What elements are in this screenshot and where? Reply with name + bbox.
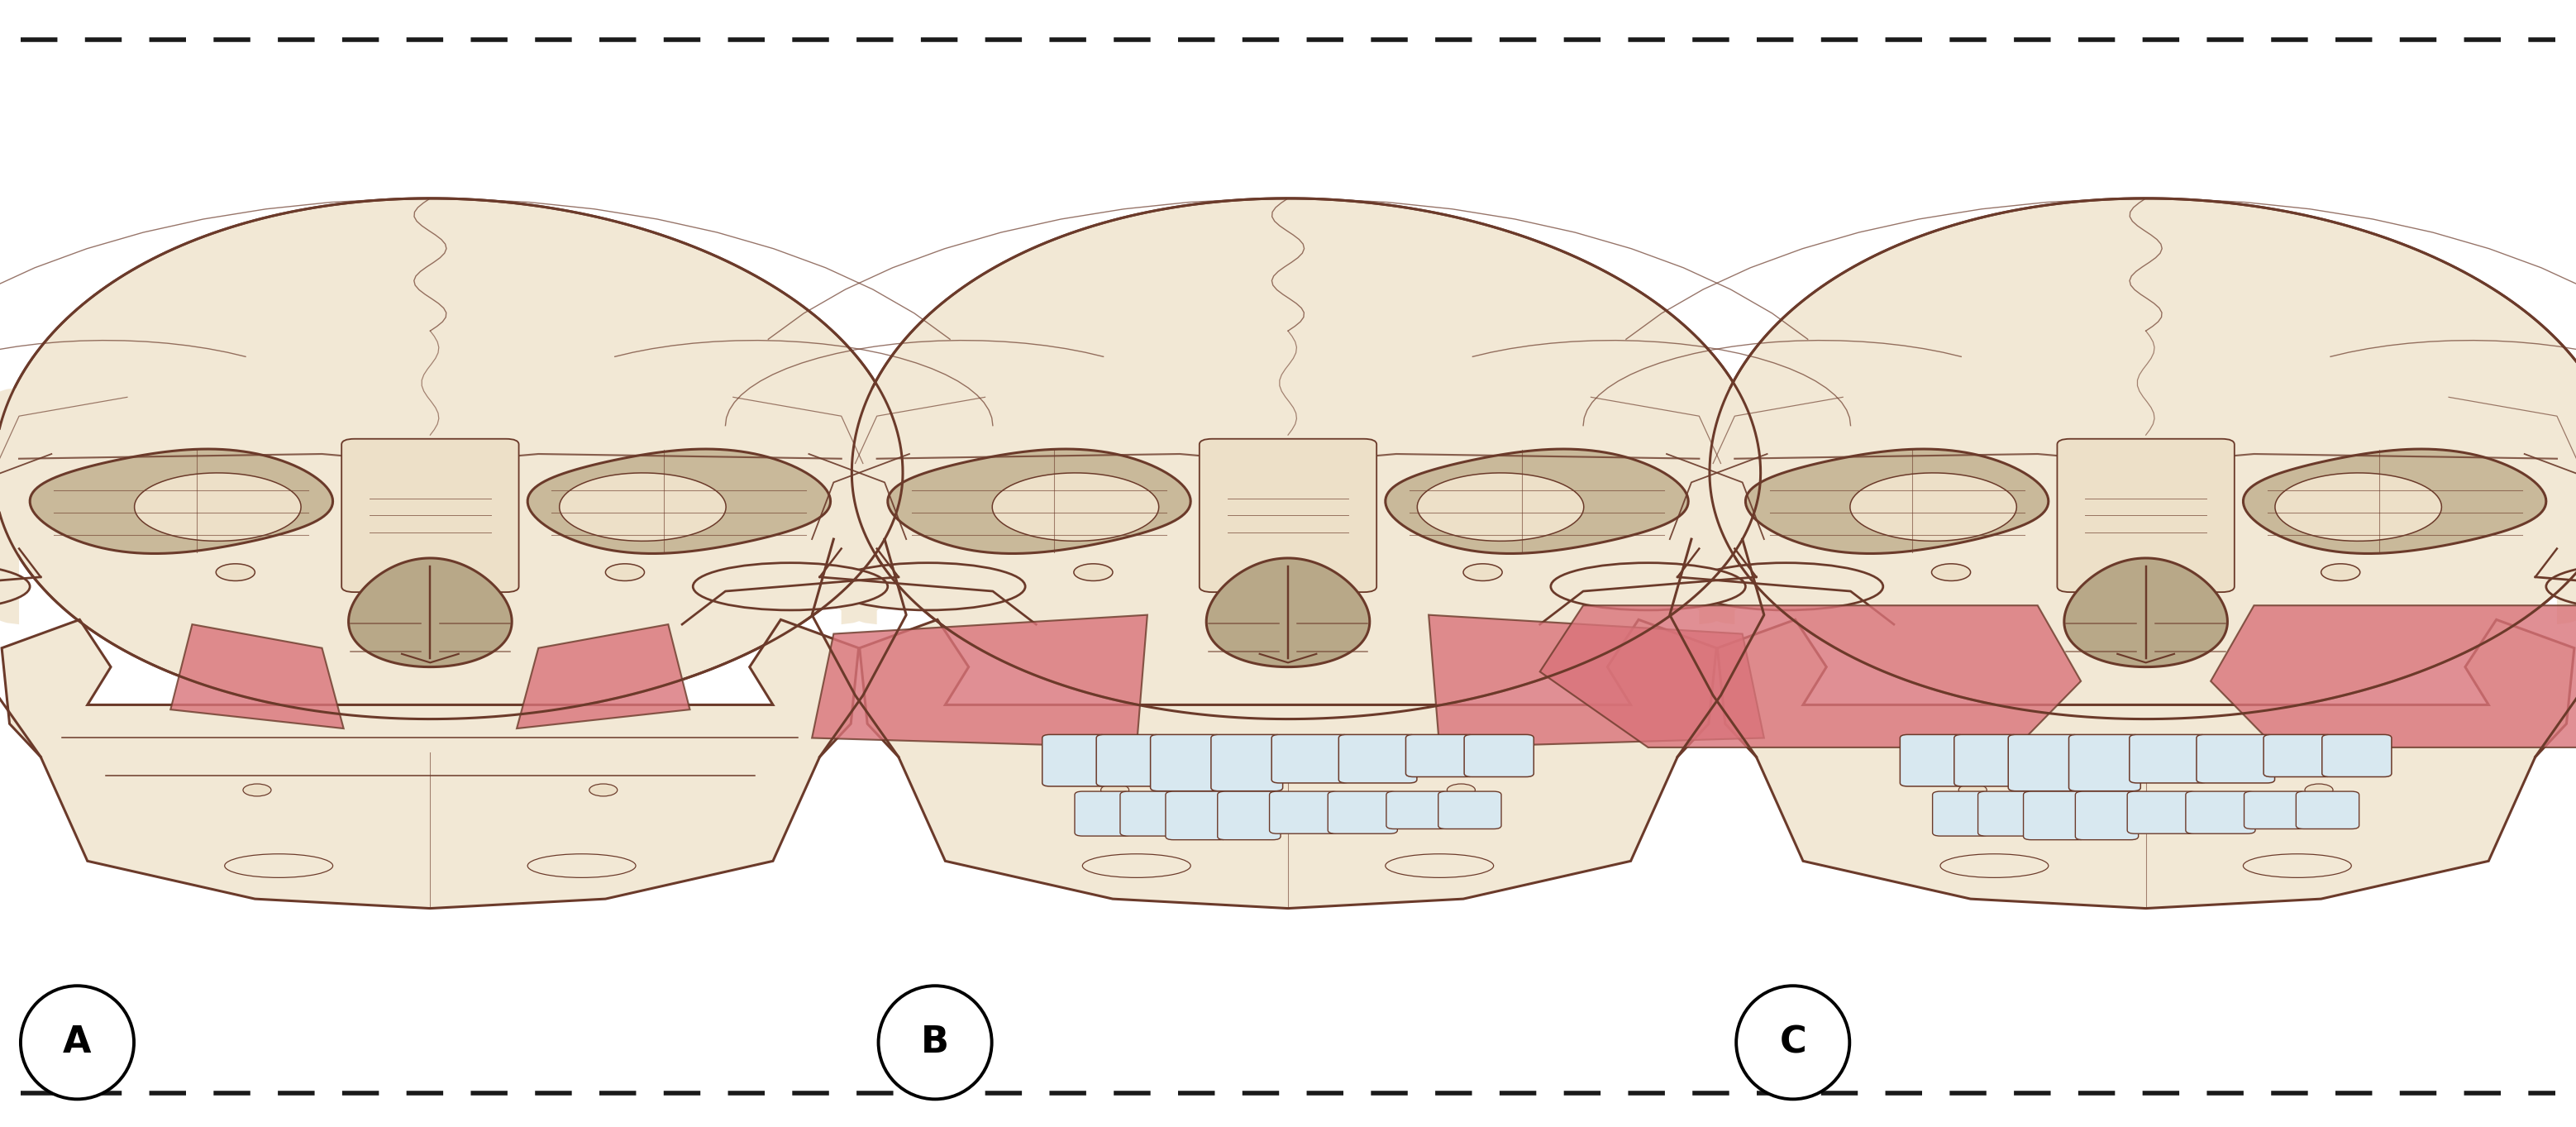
- Polygon shape: [3, 620, 858, 908]
- Polygon shape: [2558, 388, 2576, 624]
- Text: B: B: [922, 1024, 948, 1061]
- FancyBboxPatch shape: [1437, 791, 1502, 829]
- Polygon shape: [134, 473, 301, 541]
- Polygon shape: [811, 615, 1146, 747]
- Polygon shape: [801, 388, 876, 624]
- Circle shape: [2306, 784, 2334, 796]
- Circle shape: [1958, 784, 1986, 796]
- FancyBboxPatch shape: [1074, 791, 1131, 836]
- FancyBboxPatch shape: [1218, 791, 1280, 840]
- FancyBboxPatch shape: [343, 438, 518, 592]
- Ellipse shape: [693, 562, 889, 610]
- Polygon shape: [1747, 449, 2048, 553]
- Polygon shape: [0, 198, 902, 719]
- Polygon shape: [1710, 198, 2576, 719]
- Circle shape: [216, 564, 255, 580]
- Polygon shape: [2210, 605, 2576, 747]
- FancyBboxPatch shape: [1340, 735, 1417, 783]
- Polygon shape: [842, 388, 917, 624]
- FancyBboxPatch shape: [1901, 735, 1965, 787]
- FancyBboxPatch shape: [2128, 791, 2197, 834]
- Circle shape: [1932, 564, 1971, 580]
- Ellipse shape: [1736, 986, 1850, 1099]
- FancyBboxPatch shape: [1327, 791, 1396, 834]
- FancyBboxPatch shape: [2009, 735, 2079, 791]
- Polygon shape: [1540, 605, 2081, 747]
- FancyBboxPatch shape: [2321, 735, 2391, 777]
- FancyBboxPatch shape: [2264, 735, 2334, 777]
- FancyBboxPatch shape: [2069, 735, 2141, 791]
- Polygon shape: [1417, 473, 1584, 541]
- FancyBboxPatch shape: [2022, 791, 2087, 840]
- Polygon shape: [170, 624, 343, 728]
- Polygon shape: [31, 449, 332, 553]
- Polygon shape: [2275, 473, 2442, 541]
- Text: A: A: [62, 1024, 93, 1061]
- Circle shape: [1448, 784, 1476, 796]
- Polygon shape: [0, 388, 18, 624]
- FancyBboxPatch shape: [2076, 791, 2138, 840]
- Polygon shape: [992, 473, 1159, 541]
- Polygon shape: [559, 473, 726, 541]
- Ellipse shape: [224, 854, 332, 878]
- Ellipse shape: [1940, 854, 2048, 878]
- Polygon shape: [1700, 388, 1775, 624]
- FancyBboxPatch shape: [1955, 735, 2020, 787]
- Polygon shape: [1430, 615, 1765, 747]
- Circle shape: [242, 784, 270, 796]
- FancyBboxPatch shape: [1043, 735, 1108, 787]
- FancyBboxPatch shape: [2130, 735, 2208, 783]
- FancyBboxPatch shape: [2295, 791, 2360, 829]
- Polygon shape: [853, 198, 1759, 719]
- FancyBboxPatch shape: [1463, 735, 1533, 777]
- FancyBboxPatch shape: [1121, 791, 1177, 836]
- Ellipse shape: [1386, 854, 1494, 878]
- FancyBboxPatch shape: [2197, 735, 2275, 783]
- Text: C: C: [1780, 1024, 1806, 1061]
- Circle shape: [1074, 564, 1113, 580]
- FancyBboxPatch shape: [1200, 438, 1376, 592]
- Polygon shape: [2244, 449, 2545, 553]
- Circle shape: [590, 784, 618, 796]
- Ellipse shape: [0, 562, 31, 610]
- FancyBboxPatch shape: [1273, 735, 1350, 783]
- Polygon shape: [2063, 558, 2228, 667]
- FancyBboxPatch shape: [2184, 791, 2254, 834]
- Polygon shape: [889, 449, 1190, 553]
- Polygon shape: [860, 620, 1716, 908]
- Polygon shape: [528, 449, 829, 553]
- FancyBboxPatch shape: [2058, 438, 2233, 592]
- FancyBboxPatch shape: [1164, 791, 1229, 840]
- FancyBboxPatch shape: [1270, 791, 1340, 834]
- Ellipse shape: [21, 986, 134, 1099]
- Ellipse shape: [528, 854, 636, 878]
- Ellipse shape: [1082, 854, 1190, 878]
- Ellipse shape: [829, 562, 1025, 610]
- Polygon shape: [1386, 449, 1687, 553]
- Ellipse shape: [2545, 562, 2576, 610]
- Ellipse shape: [1551, 562, 1747, 610]
- FancyBboxPatch shape: [1406, 735, 1476, 777]
- FancyBboxPatch shape: [1211, 735, 1283, 791]
- FancyBboxPatch shape: [1097, 735, 1162, 787]
- Ellipse shape: [2244, 854, 2352, 878]
- FancyBboxPatch shape: [1978, 791, 2035, 836]
- Circle shape: [2321, 564, 2360, 580]
- Polygon shape: [518, 624, 690, 728]
- FancyBboxPatch shape: [1932, 791, 1989, 836]
- Polygon shape: [1850, 473, 2017, 541]
- Ellipse shape: [1687, 562, 1883, 610]
- Circle shape: [605, 564, 644, 580]
- Polygon shape: [1206, 558, 1370, 667]
- Circle shape: [1463, 564, 1502, 580]
- FancyBboxPatch shape: [1386, 791, 1450, 829]
- FancyBboxPatch shape: [2244, 791, 2308, 829]
- Circle shape: [1100, 784, 1128, 796]
- Polygon shape: [1718, 620, 2573, 908]
- Polygon shape: [1659, 388, 1734, 624]
- Ellipse shape: [878, 986, 992, 1099]
- FancyBboxPatch shape: [1151, 735, 1221, 791]
- Polygon shape: [348, 558, 513, 667]
